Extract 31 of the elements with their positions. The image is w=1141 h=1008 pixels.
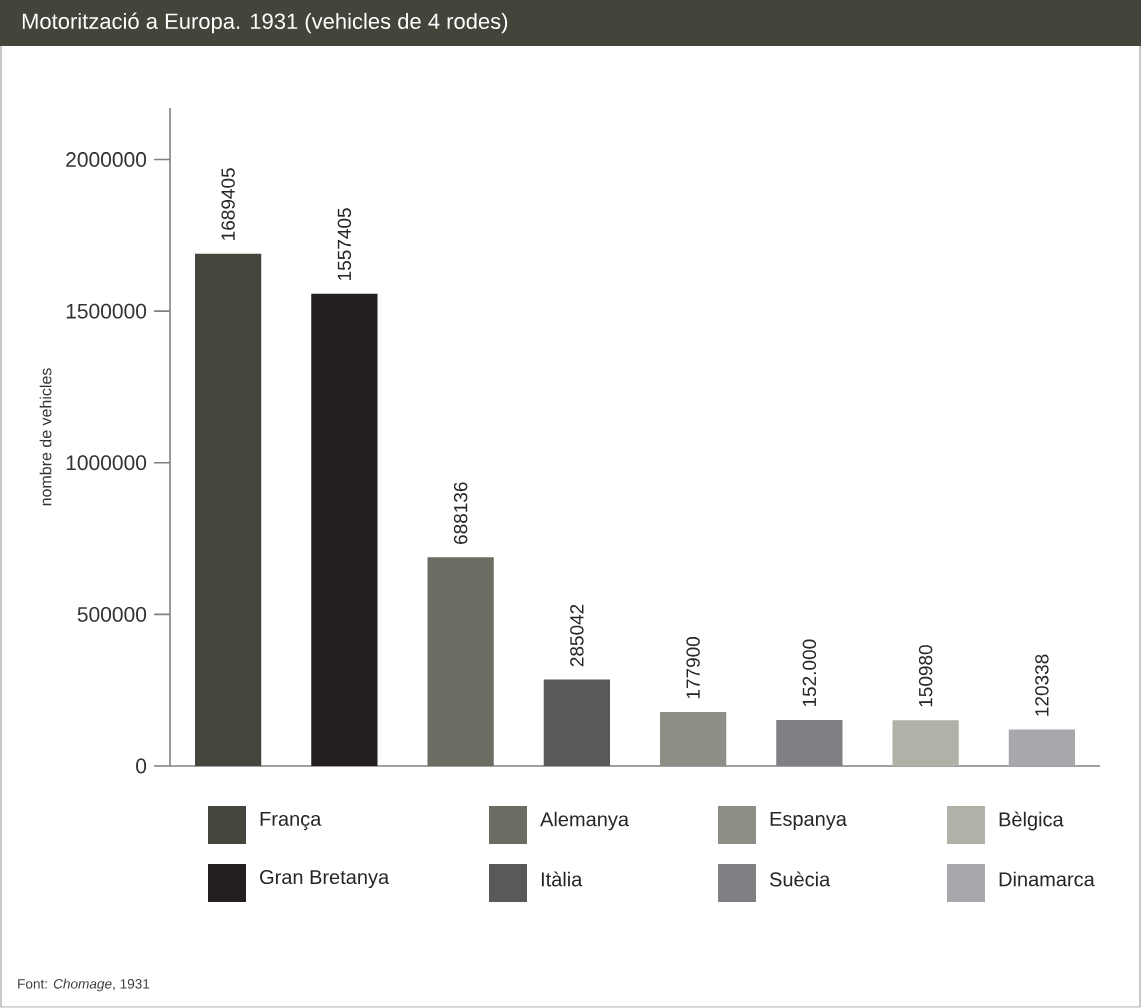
y-tick-label: 2000000 bbox=[66, 152, 147, 167]
legend-label: Suècia bbox=[769, 871, 831, 887]
data-label: 285042 bbox=[570, 604, 584, 667]
bar bbox=[194, 253, 262, 766]
data-label: 177900 bbox=[686, 637, 700, 699]
bar bbox=[427, 557, 494, 766]
legend-label: França bbox=[260, 811, 322, 830]
bar bbox=[543, 679, 610, 766]
data-label: 1689405 bbox=[221, 168, 235, 240]
text: Font: Chomage, 1931 bbox=[18, 978, 150, 992]
y-axis-title: nombre de vehicles bbox=[39, 368, 52, 506]
y-tick-label: 1500000 bbox=[66, 303, 147, 319]
data-label: 152.000 bbox=[802, 639, 817, 707]
legend-label: Bèlgica bbox=[999, 811, 1064, 831]
legend-label: Alemanya bbox=[540, 811, 630, 831]
bar bbox=[311, 293, 378, 766]
y-tick-label: 0 bbox=[136, 758, 147, 774]
bar bbox=[892, 720, 959, 766]
data-label: 120338 bbox=[1035, 654, 1049, 716]
bar bbox=[660, 712, 727, 766]
data-label: 688136 bbox=[453, 482, 468, 544]
legend-label: Espanya bbox=[770, 812, 847, 830]
legend-label: Dinamarca bbox=[999, 871, 1095, 887]
data-label: 150980 bbox=[918, 645, 933, 707]
legend-label: Itàlia bbox=[541, 871, 583, 887]
y-tick-label: 500000 bbox=[77, 606, 147, 622]
data-label: 1557405 bbox=[337, 208, 352, 280]
y-tick-label: 1000000 bbox=[66, 455, 147, 471]
bar bbox=[1008, 729, 1076, 766]
legend-label: Gran Bretanya bbox=[260, 869, 390, 889]
chart-title: Motorització a Europa. 1931 (vehicles de 4 rodes) bbox=[22, 12, 508, 34]
